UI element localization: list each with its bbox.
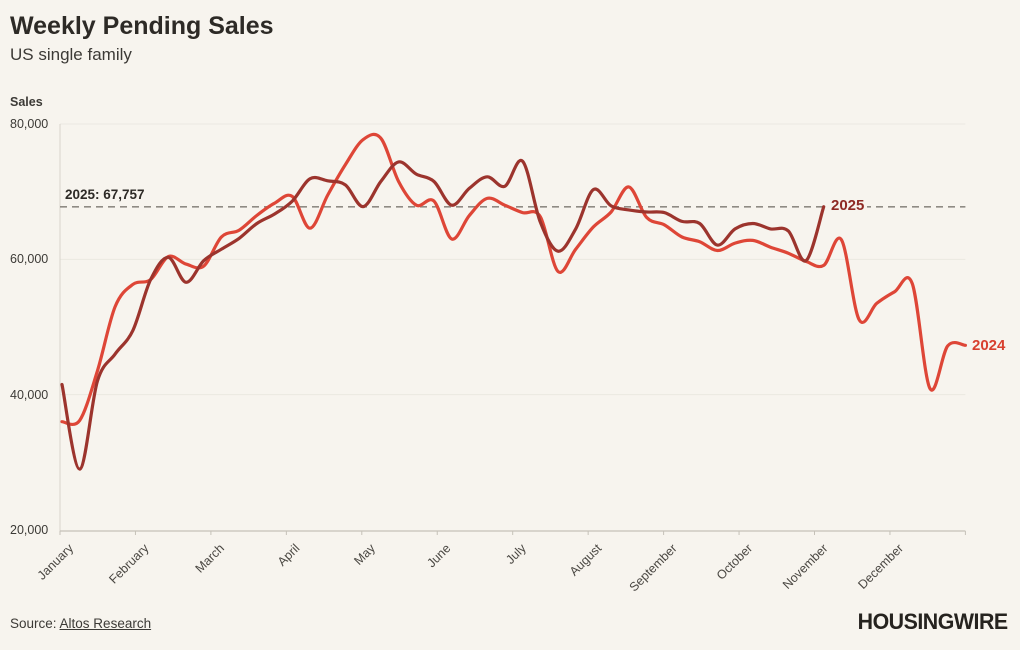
- month-label: December: [855, 541, 906, 592]
- y-tick-label: 40,000: [10, 387, 49, 402]
- source-link[interactable]: Altos Research: [59, 616, 152, 631]
- month-label: November: [780, 541, 831, 592]
- page-subtitle: US single family: [10, 45, 132, 64]
- month-label: January: [35, 541, 77, 583]
- month-label: April: [275, 541, 303, 569]
- y-tick-label: 60,000: [10, 252, 49, 267]
- month-label: March: [193, 541, 227, 575]
- month-label: July: [503, 541, 529, 567]
- page-title: Weekly Pending Sales: [10, 12, 274, 40]
- y-axis-label: Sales: [10, 95, 43, 109]
- month-label: May: [351, 541, 378, 568]
- series-line-2025: [60, 158, 826, 471]
- y-tick-label: 80,000: [10, 117, 49, 131]
- housingwire-logo: HOUSINGWIRE: [858, 609, 1008, 634]
- series-label-2025: 2025: [828, 197, 868, 214]
- series-label-2024: 2024: [969, 337, 1009, 354]
- source-credit: Source: Altos Research: [10, 616, 151, 631]
- y-tick-label: 20,000: [10, 523, 49, 537]
- source-prefix: Source:: [10, 616, 57, 631]
- month-label: October: [714, 541, 755, 582]
- month-label: June: [424, 541, 453, 570]
- reference-line-label: 2025: 67,757: [65, 187, 145, 202]
- month-label: August: [567, 541, 605, 579]
- month-label: September: [627, 541, 680, 594]
- series-line-2024: [60, 132, 967, 427]
- month-label: February: [106, 541, 152, 587]
